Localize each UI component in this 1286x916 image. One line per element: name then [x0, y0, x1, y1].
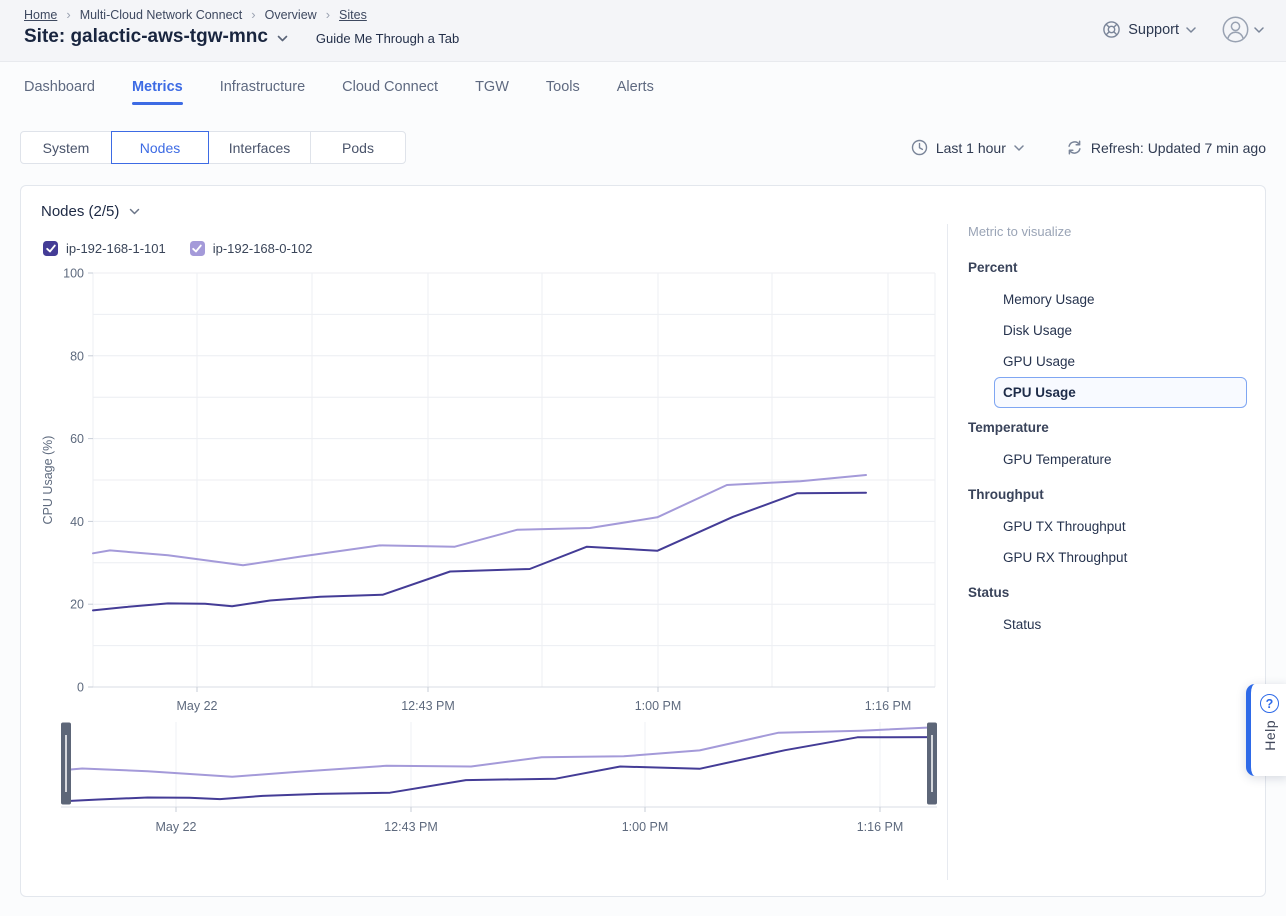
title-row: Site: galactic-aws-tgw-mnc Guide Me Thro… — [24, 26, 459, 48]
svg-text:May 22: May 22 — [177, 699, 218, 713]
guide-me-link[interactable]: Guide Me Through a Tab — [316, 31, 459, 46]
svg-text:12:43 PM: 12:43 PM — [401, 699, 455, 713]
svg-text:0: 0 — [77, 681, 84, 695]
tab-dashboard[interactable]: Dashboard — [24, 75, 95, 105]
series-ip-192-168-1-101 — [93, 493, 866, 611]
chart-legend: ip-192-168-1-101 ip-192-168-0-102 — [43, 241, 312, 256]
panel-divider — [947, 224, 948, 880]
metric-item-status[interactable]: Status — [994, 609, 1247, 640]
nodes-dropdown[interactable]: Nodes (2/5) — [41, 203, 140, 220]
metric-item-cpu-usage[interactable]: CPU Usage — [994, 377, 1247, 408]
metric-sidebar-title: Metric to visualize — [968, 224, 1250, 239]
metric-group-throughput: Throughput — [968, 487, 1250, 502]
legend-checkbox[interactable] — [43, 241, 58, 256]
metric-group-temperature: Temperature — [968, 420, 1250, 435]
tab-tools[interactable]: Tools — [546, 75, 580, 105]
clock-icon — [911, 139, 928, 156]
metric-item-memory-usage[interactable]: Memory Usage — [994, 284, 1247, 315]
refresh-icon — [1066, 139, 1083, 156]
breadcrumb-home[interactable]: Home — [24, 8, 57, 22]
top-header: Home › Multi-Cloud Network Connect › Overvie… — [0, 0, 1286, 62]
refresh-label: Refresh: Updated 7 min ago — [1091, 140, 1266, 156]
time-controls: Last 1 hour Refresh: Updated 7 min ago — [911, 131, 1266, 164]
metric-item-gpu-usage[interactable]: GPU Usage — [994, 346, 1247, 377]
navigator-series-ip-192-168-1-101 — [63, 737, 935, 801]
svg-text:1:00 PM: 1:00 PM — [622, 820, 669, 834]
metric-item-gpu-temperature[interactable]: GPU Temperature — [994, 444, 1247, 475]
svg-text:100: 100 — [63, 267, 84, 281]
svg-text:May 22: May 22 — [156, 820, 197, 834]
svg-text:1:16 PM: 1:16 PM — [865, 699, 912, 713]
metric-sidebar: Metric to visualize Percent Memory UsageD… — [968, 224, 1250, 640]
help-label: Help — [1262, 720, 1278, 751]
tab-alerts[interactable]: Alerts — [617, 75, 654, 105]
svg-text:40: 40 — [70, 515, 84, 529]
site-title-chevron-icon[interactable] — [277, 35, 288, 42]
help-button[interactable]: ? Help — [1246, 684, 1286, 776]
chevron-down-icon — [1186, 27, 1196, 33]
account-menu[interactable] — [1222, 16, 1264, 43]
topbar-actions: Support — [1102, 16, 1264, 43]
refresh-button[interactable]: Refresh: Updated 7 min ago — [1066, 139, 1266, 156]
time-range-label: Last 1 hour — [936, 140, 1006, 156]
subtab-nodes[interactable]: Nodes — [111, 131, 209, 164]
cpu-usage-chart[interactable]: 0 20 40 60 80 100 May 22 12:43 PM 1:00 PM 1:16 PM… — [40, 262, 947, 714]
breadcrumb-separator: › — [251, 7, 255, 22]
breadcrumb-overview: Overview — [265, 8, 317, 22]
page-title: Site: galactic-aws-tgw-mnc — [24, 26, 268, 48]
tab-tgw[interactable]: TGW — [475, 75, 509, 105]
page: Home › Multi-Cloud Network Connect › Overvie… — [0, 0, 1286, 916]
help-icon: ? — [1260, 694, 1279, 713]
metric-item-gpu-tx-throughput[interactable]: GPU TX Throughput — [994, 511, 1247, 542]
breadcrumb: Home › Multi-Cloud Network Connect › Overvie… — [24, 7, 367, 22]
tab-cloud-connect[interactable]: Cloud Connect — [342, 75, 438, 105]
main-tabs: Dashboard Metrics Infrastructure Cloud Conn… — [24, 62, 654, 118]
chevron-down-icon — [1014, 145, 1024, 151]
tab-infrastructure[interactable]: Infrastructure — [220, 75, 305, 105]
legend-item-ip-192-168-0-102[interactable]: ip-192-168-0-102 — [190, 241, 313, 256]
svg-text:60: 60 — [70, 432, 84, 446]
tab-metrics[interactable]: Metrics — [132, 75, 183, 105]
y-axis-label: CPU Usage (%) — [41, 436, 55, 525]
metric-group-status: Status — [968, 585, 1250, 600]
support-label: Support — [1128, 22, 1179, 38]
chevron-down-icon — [1254, 27, 1264, 33]
subtab-pods[interactable]: Pods — [310, 131, 406, 164]
legend-checkbox[interactable] — [190, 241, 205, 256]
subtab-interfaces[interactable]: Interfaces — [208, 131, 311, 164]
subtab-system[interactable]: System — [20, 131, 112, 164]
metric-item-gpu-rx-throughput[interactable]: GPU RX Throughput — [994, 542, 1247, 573]
metric-group-percent: Percent — [968, 260, 1250, 275]
svg-text:80: 80 — [70, 349, 84, 363]
chart-navigator[interactable]: May 22 12:43 PM 1:00 PM 1:16 PM — [40, 714, 947, 854]
breadcrumb-separator: › — [66, 7, 70, 22]
lifebuoy-icon — [1102, 20, 1121, 39]
support-menu[interactable]: Support — [1102, 20, 1196, 39]
breadcrumb-multi-cloud-network-connect: Multi-Cloud Network Connect — [80, 8, 243, 22]
legend-label: ip-192-168-0-102 — [213, 241, 313, 256]
legend-label: ip-192-168-1-101 — [66, 241, 166, 256]
legend-item-ip-192-168-1-101[interactable]: ip-192-168-1-101 — [43, 241, 166, 256]
nodes-dropdown-label: Nodes (2/5) — [41, 203, 119, 220]
breadcrumb-sites[interactable]: Sites — [339, 8, 367, 22]
metric-subtabs: SystemNodesInterfacesPods — [20, 131, 406, 164]
series-ip-192-168-0-102 — [93, 475, 866, 565]
navigator-series-ip-192-168-0-102 — [63, 727, 935, 776]
svg-text:20: 20 — [70, 598, 84, 612]
time-range-select[interactable]: Last 1 hour — [911, 139, 1024, 156]
chevron-down-icon — [129, 208, 140, 215]
svg-text:1:00 PM: 1:00 PM — [635, 699, 682, 713]
avatar-icon — [1222, 16, 1249, 43]
metric-item-disk-usage[interactable]: Disk Usage — [994, 315, 1247, 346]
svg-text:1:16 PM: 1:16 PM — [857, 820, 904, 834]
svg-text:12:43 PM: 12:43 PM — [384, 820, 438, 834]
breadcrumb-separator: › — [326, 7, 330, 22]
